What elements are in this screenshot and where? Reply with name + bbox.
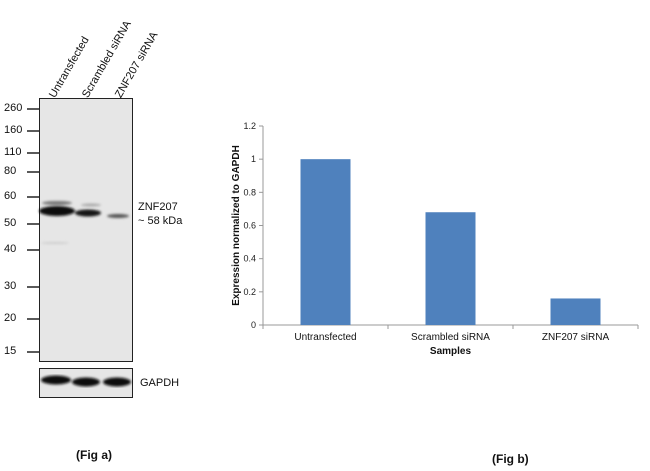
loading-control-label: GAPDH: [140, 377, 180, 389]
y-tick-label: 0.4: [243, 254, 256, 264]
marker-label: 20: [4, 312, 17, 324]
target-label: ZNF207: [138, 201, 178, 213]
blot-panel: [39, 98, 133, 362]
target-size: ~ 58 kDa: [138, 215, 183, 227]
bar: [425, 212, 476, 325]
x-tick-label: Untransfected: [294, 332, 356, 343]
x-tick-label: ZNF207 siRNA: [542, 332, 610, 343]
marker-label: 15: [4, 345, 17, 357]
bar: [300, 159, 351, 325]
gapdh-bands: [41, 375, 131, 387]
marker-label: 160: [4, 124, 23, 136]
x-tick-label: Scrambled siRNA: [411, 332, 490, 343]
y-tick-label: 0: [251, 320, 256, 330]
bar: [550, 298, 601, 325]
marker-label: 110: [4, 146, 22, 158]
znf207-bands: [39, 201, 129, 244]
marker-ticks: [27, 108, 39, 353]
marker-label: 80: [4, 165, 17, 177]
y-tick-label: 0.8: [243, 187, 256, 197]
x-axis-title: Samples: [430, 346, 472, 357]
marker-label: 30: [4, 280, 17, 292]
y-tick-label: 0.6: [243, 221, 256, 231]
marker-label: 50: [4, 217, 17, 229]
y-axis-title: Expression normalized to GAPDH: [231, 145, 242, 306]
fig-b-caption: (Fig b): [492, 452, 529, 466]
y-tick-label: 0.2: [243, 287, 256, 297]
marker-label: 40: [4, 243, 17, 255]
fig-a-caption: (Fig a): [76, 448, 112, 462]
y-tick-label: 1: [251, 154, 256, 164]
y-tick-label: 1.2: [243, 121, 256, 131]
marker-label: 60: [4, 190, 17, 202]
target-annotation: ZNF207 ~ 58 kDa: [138, 200, 182, 228]
marker-label: 260: [4, 102, 23, 114]
